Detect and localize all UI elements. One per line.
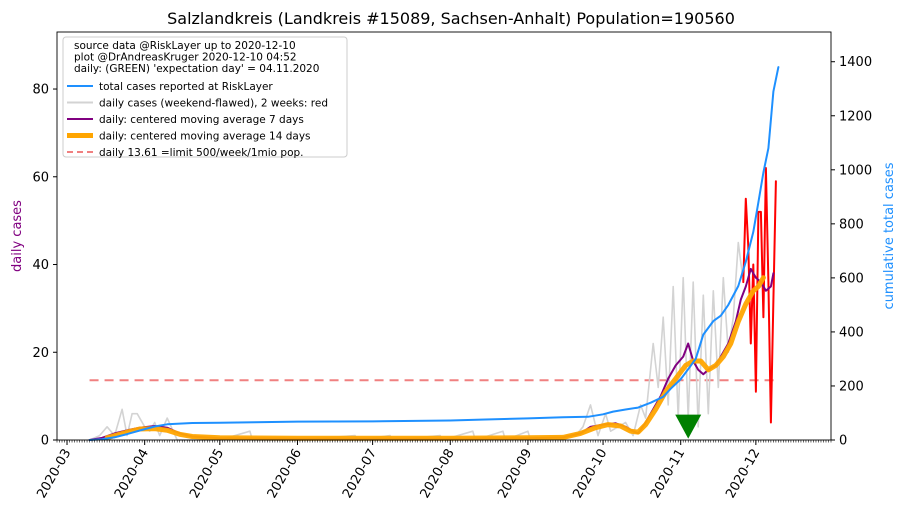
y-axis-left-label: daily cases (10, 200, 25, 272)
y-right-tick-label: 1000 (839, 163, 872, 178)
y-right-tick-label: 200 (839, 379, 864, 394)
legend (62, 36, 348, 158)
total-cases-line (88, 66, 780, 441)
legend-label: daily cases (weekend-flawed), 2 weeks: r… (99, 98, 328, 110)
y-axis-right-label: cumulative total cases (882, 162, 897, 309)
y-right-tick-label: 600 (839, 271, 864, 286)
moving-average-14-line (104, 275, 766, 441)
y-right-tick-label: 1400 (839, 55, 872, 70)
daily-cases-last-2-weeks-line (742, 167, 777, 424)
legend-label: daily: centered moving average 7 days (99, 114, 304, 126)
chart-title: Salzlandkreis (Landkreis #15089, Sachsen… (167, 9, 735, 28)
plot-frame (56, 31, 832, 441)
expectation-day-marker (675, 414, 702, 439)
y-right-tick-label: 400 (839, 325, 864, 340)
y-right-tick-label: 0 (839, 434, 847, 449)
y-right-tick-label: 800 (839, 217, 864, 232)
legend-note: daily: (GREEN) 'expectation day' = 04.11… (74, 63, 319, 75)
legend-label: total cases reported at RiskLayer (99, 81, 273, 93)
legend-label: daily: centered moving average 14 days (99, 131, 311, 143)
y-left-tick-label: 0 (41, 434, 49, 449)
legend-note: source data @RiskLayer up to 2020-12-10 (74, 40, 296, 52)
legend-note: plot @DrAndreasKruger 2020-12-10 04:52 (74, 52, 297, 64)
y-left-tick-label: 20 (32, 346, 49, 361)
legend-label: daily 13.61 =limit 500/week/1mio pop. (99, 147, 304, 159)
y-left-tick-label: 80 (32, 83, 49, 98)
y-left-tick-label: 60 (32, 170, 49, 185)
y-left-tick-label: 40 (32, 258, 49, 273)
y-right-tick-label: 1200 (839, 109, 872, 124)
